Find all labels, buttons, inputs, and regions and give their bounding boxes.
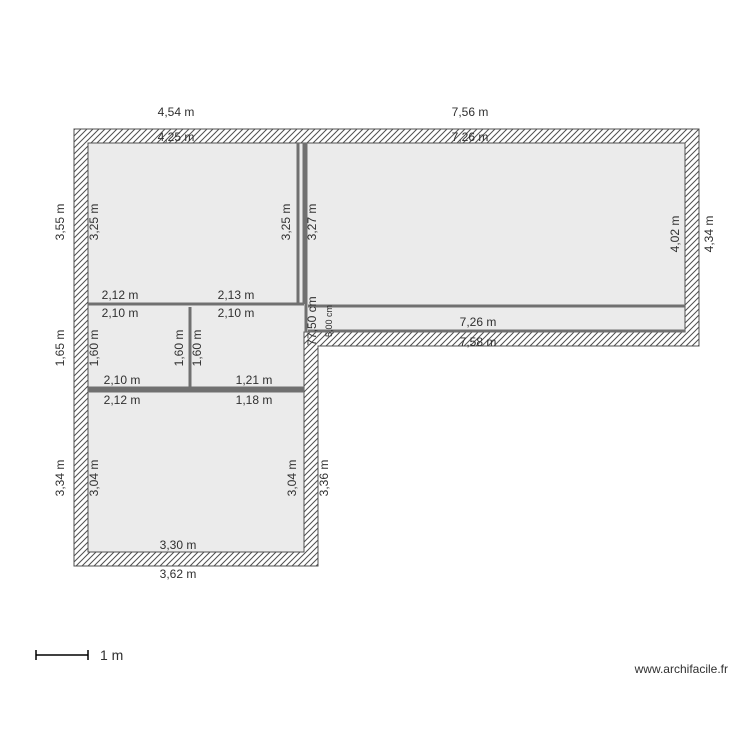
svg-text:3,04 m: 3,04 m (285, 460, 299, 497)
svg-text:3,30 m: 3,30 m (160, 538, 197, 552)
floor-plan-svg: 4,54 m 7,56 m 4,25 m 7,26 m 3,55 m 3,25 m 3,25… (0, 0, 750, 750)
svg-text:1,65 m: 1,65 m (53, 330, 67, 367)
svg-text:3,36 m: 3,36 m (317, 460, 331, 497)
svg-text:5,00 cm: 5,00 cm (324, 305, 334, 337)
svg-text:1 m: 1 m (100, 647, 123, 663)
svg-text:3,27 m: 3,27 m (305, 204, 319, 241)
svg-text:3,55 m: 3,55 m (53, 204, 67, 241)
svg-text:7,56 m: 7,56 m (452, 105, 489, 119)
svg-text:2,10 m: 2,10 m (218, 306, 255, 320)
svg-text:3,25 m: 3,25 m (279, 204, 293, 241)
svg-text:3,25 m: 3,25 m (87, 204, 101, 241)
svg-text:3,34 m: 3,34 m (53, 460, 67, 497)
svg-text:1,18 m: 1,18 m (236, 393, 273, 407)
svg-text:7,26 m: 7,26 m (452, 130, 489, 144)
svg-text:3,62 m: 3,62 m (160, 567, 197, 581)
svg-text:2,10 m: 2,10 m (104, 373, 141, 387)
svg-text:1,60 m: 1,60 m (172, 330, 186, 367)
svg-text:2,10 m: 2,10 m (102, 306, 139, 320)
svg-text:1,60 m: 1,60 m (87, 330, 101, 367)
floor-plan: { "canvas": { "width": 750, "height": 75… (0, 0, 750, 750)
svg-text:2,12 m: 2,12 m (104, 393, 141, 407)
svg-text:4,54 m: 4,54 m (158, 105, 195, 119)
svg-text:4,34 m: 4,34 m (702, 216, 716, 253)
svg-text:7,26 m: 7,26 m (460, 315, 497, 329)
svg-text:77,50 cm: 77,50 cm (305, 296, 319, 345)
svg-text:4,02 m: 4,02 m (668, 216, 682, 253)
svg-text:1,60 m: 1,60 m (190, 330, 204, 367)
svg-text:7,58 m: 7,58 m (460, 335, 497, 349)
svg-text:4,25 m: 4,25 m (158, 130, 195, 144)
svg-text:2,12 m: 2,12 m (102, 288, 139, 302)
svg-text:3,04 m: 3,04 m (87, 460, 101, 497)
svg-text:1,21 m: 1,21 m (236, 373, 273, 387)
svg-text:2,13 m: 2,13 m (218, 288, 255, 302)
source-url: www.archifacile.fr (635, 662, 728, 676)
